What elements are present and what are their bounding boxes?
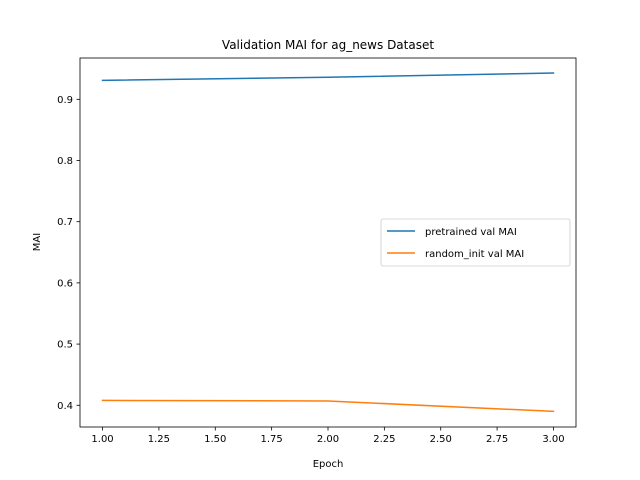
y-tick-label: 0.6: [57, 278, 73, 289]
y-tick-label: 0.4: [57, 401, 73, 412]
x-tick-label: 2.00: [317, 434, 339, 445]
y-tick-label: 0.7: [57, 217, 73, 228]
y-tick-label: 0.9: [57, 95, 73, 106]
x-tick-label: 1.75: [261, 434, 283, 445]
y-axis-ticks: 0.4 0.5 0.6 0.7 0.8 0.9: [57, 95, 80, 412]
x-tick-label: 1.50: [204, 434, 226, 445]
x-tick-label: 1.25: [148, 434, 170, 445]
x-tick-label: 2.50: [430, 434, 452, 445]
legend-label-pretrained: pretrained val MAI: [425, 227, 517, 238]
x-tick-label: 3.00: [542, 434, 564, 445]
x-tick-label: 2.75: [486, 434, 508, 445]
legend: pretrained val MAI random_init val MAI: [380, 218, 571, 267]
y-tick-label: 0.8: [57, 156, 73, 167]
series-layer: [101, 72, 555, 413]
legend-box: [380, 218, 571, 267]
x-axis-title: Epoch: [313, 459, 344, 470]
plot-frame: [79, 57, 577, 428]
chart-title: Validation MAI for ag_news Dataset: [222, 38, 434, 52]
x-tick-label: 2.25: [373, 434, 395, 445]
y-axis-title: MAI: [32, 233, 43, 251]
legend-label-random-init: random_init val MAI: [425, 249, 524, 260]
series-line-random-init: [101, 399, 555, 413]
x-axis-ticks: 1.00 1.25 1.50 1.75 2.00 2.25 2.50 2.75 3.00: [91, 427, 565, 445]
y-tick-label: 0.5: [57, 340, 73, 351]
x-tick-label: 1.00: [91, 434, 113, 445]
series-line-pretrained: [101, 72, 555, 82]
